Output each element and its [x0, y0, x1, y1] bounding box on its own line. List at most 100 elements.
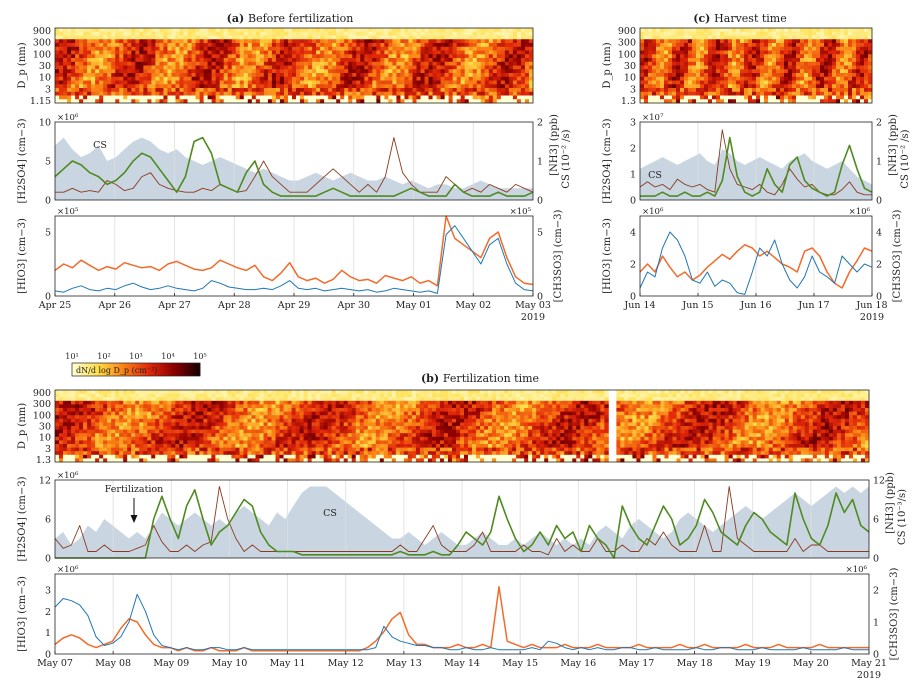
- heatmap-cell: [187, 454, 192, 459]
- heatmap-cell: [195, 43, 201, 48]
- heatmap-cell: [167, 444, 172, 448]
- heatmap-cell: [267, 43, 273, 48]
- heatmap-cell: [464, 69, 470, 74]
- heatmap-cell: [480, 91, 486, 96]
- heatmap-cell: [247, 43, 253, 48]
- heatmap-cell: [708, 80, 713, 85]
- heatmap-cell: [151, 35, 156, 40]
- heatmap-cell: [247, 39, 253, 44]
- heatmap-cell: [295, 458, 300, 463]
- heatmap-cell: [740, 69, 745, 74]
- heatmap-cell: [135, 58, 140, 63]
- cs-text-label: CS: [93, 140, 107, 151]
- heatmap-cell: [376, 95, 381, 100]
- heatmap-cell: [440, 69, 446, 74]
- heatmap-cell: [404, 31, 409, 36]
- heatmap-cell: [844, 61, 849, 66]
- heatmap-cell: [752, 54, 757, 59]
- heatmap-cell: [320, 69, 325, 74]
- heatmap-cell: [728, 39, 733, 44]
- x-tick-label: Jun 18: [855, 300, 887, 311]
- heatmap-cell: [115, 415, 120, 420]
- heatmap-cell: [283, 35, 289, 40]
- heatmap-cell: [63, 88, 68, 93]
- heatmap-cell: [271, 54, 277, 59]
- heatmap-cell: [159, 393, 164, 398]
- heatmap-cell: [299, 447, 305, 452]
- heatmap-cell: [191, 99, 196, 104]
- heatmap-cell: [368, 39, 373, 44]
- heatmap-cell: [476, 65, 482, 70]
- heatmap-cell: [340, 69, 345, 74]
- heatmap-cell: [179, 451, 184, 456]
- heatmap-cell: [752, 43, 757, 48]
- heatmap-cell: [279, 393, 284, 398]
- heatmap-cell: [135, 451, 140, 456]
- heatmap-cell: [864, 76, 869, 81]
- heatmap-cell: [239, 390, 244, 394]
- heatmap-cell: [71, 95, 76, 100]
- heatmap-cell: [167, 43, 172, 48]
- heatmap-cell: [203, 65, 209, 70]
- heatmap-cell: [71, 454, 76, 459]
- heatmap-cell: [203, 61, 209, 66]
- heatmap-cell: [195, 69, 201, 74]
- heatmap-cell: [456, 50, 462, 55]
- heatmap-cell: [524, 50, 530, 55]
- heatmap-cell: [279, 397, 284, 402]
- heatmap-cell: [71, 444, 76, 448]
- heatmap-cell: [428, 31, 433, 36]
- heatmap-cell: [87, 400, 92, 405]
- heatmap-cell: [267, 422, 272, 427]
- heatmap-cell: [215, 54, 221, 59]
- heatmap-cell: [259, 35, 265, 40]
- heatmap-cell: [123, 393, 128, 398]
- heatmap-cell: [424, 46, 429, 51]
- heatmap-cell: [424, 54, 429, 59]
- heatmap-cell: [312, 28, 317, 33]
- heatmap-cell: [512, 39, 518, 44]
- heatmap-cell: [227, 458, 232, 463]
- heatmap-cell: [247, 444, 252, 448]
- heatmap-cell: [652, 50, 657, 55]
- heatmap-cell: [147, 451, 152, 456]
- heatmap-cell: [640, 73, 645, 78]
- heatmap-cell: [852, 28, 857, 33]
- heatmap-cell: [668, 39, 673, 44]
- heatmap-cell: [207, 46, 213, 51]
- heatmap-cell: [348, 43, 353, 48]
- heatmap-cell: [203, 46, 209, 51]
- heatmap-cell: [175, 88, 180, 93]
- heatmap-cell: [211, 91, 217, 96]
- heatmap-cell: [392, 91, 397, 96]
- heatmap-cell: [175, 46, 180, 51]
- heatmap-cell: [820, 76, 825, 81]
- heatmap-cell: [824, 91, 829, 96]
- heatmap-cell: [772, 91, 777, 96]
- heatmap-cell: [255, 436, 260, 441]
- heatmap-cell: [271, 76, 277, 81]
- heatmap-cell: [91, 411, 96, 416]
- heatmap-cell: [155, 426, 160, 430]
- heatmap-cell: [271, 458, 276, 463]
- heatmap-cell: [700, 58, 705, 63]
- heatmap-cell: [760, 69, 765, 74]
- heatmap-cell: [163, 91, 168, 96]
- heatmap-cell: [151, 436, 156, 441]
- heatmap-cell: [287, 390, 292, 394]
- heatmap-cell: [255, 88, 261, 93]
- heatmap-cell: [55, 80, 60, 85]
- heatmap-cell: [175, 429, 180, 434]
- heatmap-cell: [792, 99, 797, 104]
- heatmap-cell: [696, 50, 701, 55]
- heatmap-cell: [300, 39, 305, 44]
- heatmap-cell: [115, 418, 120, 423]
- heatmap-cell: [247, 393, 252, 398]
- heatmap-cell: [732, 39, 737, 44]
- heatmap-cell: [520, 99, 526, 104]
- heatmap-cell: [500, 50, 506, 55]
- heatmap-cell: [87, 95, 92, 100]
- heatmap-cell: [680, 46, 685, 51]
- heatmap-cell: [119, 88, 124, 93]
- heatmap-cell: [364, 39, 369, 44]
